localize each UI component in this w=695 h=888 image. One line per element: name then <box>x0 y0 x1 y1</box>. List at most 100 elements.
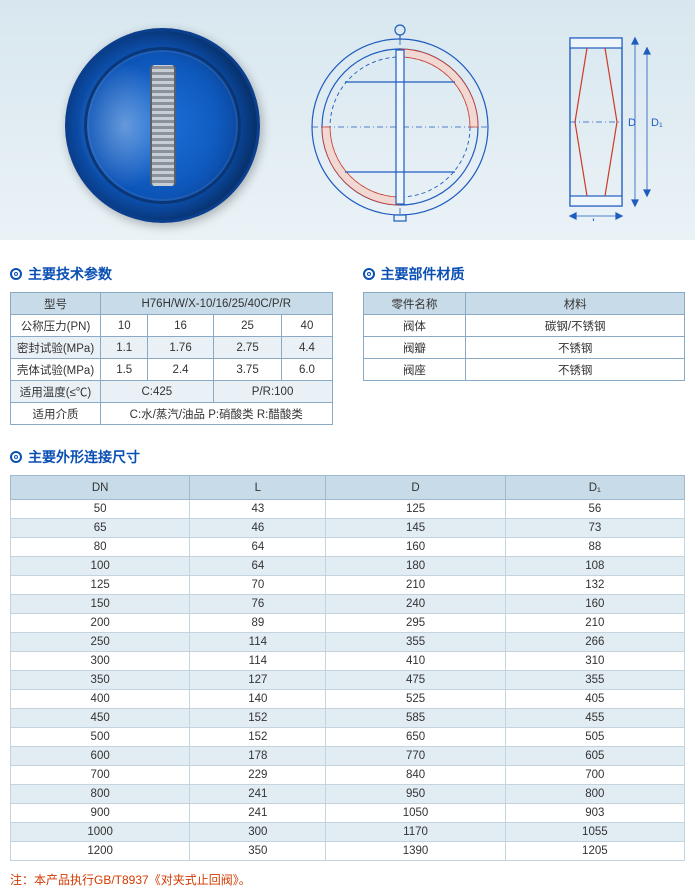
dim-cell: 43 <box>190 500 326 519</box>
mat-hdr: 零件名称 <box>363 293 466 315</box>
dim-cell: 64 <box>190 538 326 557</box>
front-view-drawing <box>300 22 500 222</box>
materials-table: 零件名称 材料 阀体 碳钢/不锈钢 阀瓣 不锈钢 阀座 不锈钢 <box>363 292 686 381</box>
dim-col-header: DN <box>11 476 190 500</box>
dim-cell: 700 <box>11 766 190 785</box>
tp-label: 密封试验(MPa) <box>11 337 101 359</box>
dim-cell: 400 <box>11 690 190 709</box>
mat-hdr: 材料 <box>466 293 685 315</box>
dim-cell: 150 <box>11 595 190 614</box>
mat-val: 不锈钢 <box>466 337 685 359</box>
dim-cell: 800 <box>11 785 190 804</box>
tech-params-section: 主要技术参数 型号 H76H/W/X-10/16/25/40C/P/R 公称压力… <box>10 258 333 425</box>
dim-cell: 152 <box>190 709 326 728</box>
dim-cell: 950 <box>326 785 505 804</box>
tp-val: 6.0 <box>282 359 332 381</box>
tp-val: C:425 <box>101 381 214 403</box>
dimensions-title: 主要外形连接尺寸 <box>10 447 685 467</box>
dim-cell: 903 <box>505 804 684 823</box>
tp-val: 1.76 <box>148 337 213 359</box>
tech-params-title-text: 主要技术参数 <box>28 266 112 282</box>
dim-cell: 1390 <box>326 842 505 861</box>
dim-cell: 65 <box>11 519 190 538</box>
materials-title: 主要部件材质 <box>363 264 686 284</box>
table-row: 100030011701055 <box>11 823 685 842</box>
table-row: 350127475355 <box>11 671 685 690</box>
tech-params-title: 主要技术参数 <box>10 264 333 284</box>
mat-val: 碳钢/不锈钢 <box>466 315 685 337</box>
table-row: 9002411050903 <box>11 804 685 823</box>
dim-cell: 266 <box>505 633 684 652</box>
dim-cell: 180 <box>326 557 505 576</box>
dim-cell: 114 <box>190 652 326 671</box>
dim-cell: 178 <box>190 747 326 766</box>
dim-cell: 410 <box>326 652 505 671</box>
dim-cell: 310 <box>505 652 684 671</box>
tp-val: 10 <box>101 315 148 337</box>
diagram-panel: D D₁ L <box>0 0 695 240</box>
dim-cell: 73 <box>505 519 684 538</box>
table-row: 450152585455 <box>11 709 685 728</box>
dim-cell: 88 <box>505 538 684 557</box>
dim-cell: 210 <box>505 614 684 633</box>
table-row: 15076240160 <box>11 595 685 614</box>
dimensions-title-text: 主要外形连接尺寸 <box>28 449 140 465</box>
side-view-drawing: D D₁ L <box>535 26 665 221</box>
dim-cell: 241 <box>190 785 326 804</box>
dim-cell: 475 <box>326 671 505 690</box>
product-photo <box>65 28 260 223</box>
dimensions-section: 主要外形连接尺寸 DNLDD₁ 504312556654614573806416… <box>0 447 695 861</box>
dim-cell: 405 <box>505 690 684 709</box>
dim-cell: 525 <box>326 690 505 709</box>
dimensions-table: DNLDD₁ 504312556654614573806416088100641… <box>10 475 685 861</box>
dim-cell: 500 <box>11 728 190 747</box>
materials-title-text: 主要部件材质 <box>381 266 465 282</box>
dim-cell: 114 <box>190 633 326 652</box>
tp-label: 公称压力(PN) <box>11 315 101 337</box>
dim-cell: 600 <box>11 747 190 766</box>
mat-name: 阀瓣 <box>363 337 466 359</box>
dim-cell: 650 <box>326 728 505 747</box>
dim-cell: 350 <box>11 671 190 690</box>
tp-val: 40 <box>282 315 332 337</box>
table-row: 600178770605 <box>11 747 685 766</box>
table-row: 654614573 <box>11 519 685 538</box>
dim-cell: 140 <box>190 690 326 709</box>
mat-name: 阀体 <box>363 315 466 337</box>
dim-cell: 840 <box>326 766 505 785</box>
dim-cell: 1205 <box>505 842 684 861</box>
table-row: 12570210132 <box>11 576 685 595</box>
tp-val: 2.75 <box>213 337 282 359</box>
table-row: 20089295210 <box>11 614 685 633</box>
tp-val: 16 <box>148 315 213 337</box>
dim-cell: 585 <box>326 709 505 728</box>
dim-cell: 355 <box>505 671 684 690</box>
dim-cell: 505 <box>505 728 684 747</box>
dim-cell: 295 <box>326 614 505 633</box>
dim-col-header: L <box>190 476 326 500</box>
tp-val: 3.75 <box>213 359 282 381</box>
dim-cell: 1000 <box>11 823 190 842</box>
dim-cell: 240 <box>326 595 505 614</box>
tp-val: 25 <box>213 315 282 337</box>
dim-cell: 1055 <box>505 823 684 842</box>
tp-label: 型号 <box>11 293 101 315</box>
dim-cell: 355 <box>326 633 505 652</box>
tp-val: 4.4 <box>282 337 332 359</box>
dim-cell: 160 <box>326 538 505 557</box>
dim-col-header: D <box>326 476 505 500</box>
dim-cell: 1050 <box>326 804 505 823</box>
ring-icon <box>363 268 375 280</box>
dim-cell: 900 <box>11 804 190 823</box>
dim-cell: 605 <box>505 747 684 766</box>
dim-cell: 64 <box>190 557 326 576</box>
dim-cell: 770 <box>326 747 505 766</box>
table-row: 800241950800 <box>11 785 685 804</box>
table-row: 250114355266 <box>11 633 685 652</box>
dim-cell: 1170 <box>326 823 505 842</box>
ring-icon <box>10 451 22 463</box>
tp-val: P/R:100 <box>213 381 332 403</box>
dim-cell: 125 <box>326 500 505 519</box>
dim-cell: 80 <box>11 538 190 557</box>
dim-cell: 108 <box>505 557 684 576</box>
